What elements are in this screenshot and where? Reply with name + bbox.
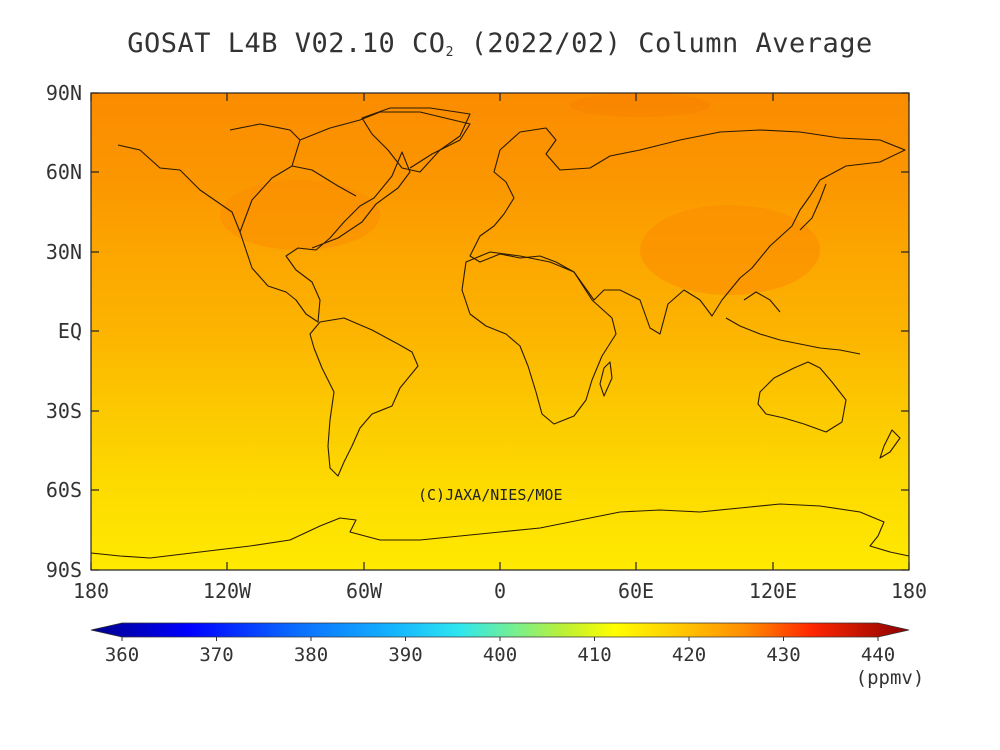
colorbar-label-410: 410	[577, 644, 611, 666]
title-subscript: 2	[445, 45, 454, 60]
longitude-axis	[90, 93, 910, 570]
coastline-madagascar	[599, 361, 613, 397]
lat-tick-90n: 90N	[46, 81, 82, 105]
chart-title: GOSAT L4B V02.10 CO2 (2022/02) Column Av…	[127, 28, 873, 60]
lon-tick-0: 0	[494, 579, 506, 603]
credit-text: (C)JAXA/NIES/MOE	[418, 486, 563, 504]
high-co2-region-east-asia	[640, 205, 820, 295]
coastline-europe-asia	[469, 127, 906, 335]
high-co2-region-arctic	[570, 93, 710, 117]
coastline-new-zealand	[879, 429, 901, 459]
lon-tick-60w: 60W	[346, 579, 383, 603]
colorbar-label-360: 360	[105, 644, 139, 666]
coastline-antarctica	[90, 503, 910, 559]
coastline-southeast-asia	[725, 291, 861, 355]
lon-tick-120w: 120W	[203, 579, 252, 603]
lon-tick-180e: 180	[891, 579, 927, 603]
lon-tick-180w: 180	[73, 579, 109, 603]
lat-tick-30s: 30S	[46, 399, 82, 423]
lon-tick-120e: 120E	[749, 579, 797, 603]
coastline-australia	[757, 361, 847, 433]
coastline-greenland	[361, 107, 471, 173]
lat-tick-60n: 60N	[46, 160, 82, 184]
colorbar-label-390: 390	[388, 644, 422, 666]
colorbar-label-370: 370	[199, 644, 233, 666]
lat-tick-60s: 60S	[46, 478, 82, 502]
colorbar	[90, 622, 910, 638]
coastline-africa	[461, 251, 617, 425]
colorbar-label-400: 400	[483, 644, 517, 666]
colorbar-label-420: 420	[672, 644, 706, 666]
coastline-south-america	[309, 317, 419, 477]
colorbar-label-440: 440	[861, 644, 895, 666]
high-co2-region-north-america	[220, 180, 380, 250]
coastline-north-america	[117, 111, 471, 323]
lat-tick-30n: 30N	[46, 240, 82, 264]
lon-tick-60e: 60E	[618, 579, 654, 603]
latitude-axis	[91, 92, 909, 571]
coastline-japan	[799, 183, 827, 231]
coastlines	[90, 107, 910, 559]
colorbar-unit: (ppmv)	[856, 667, 925, 689]
lat-tick-90s: 90S	[46, 558, 82, 582]
colorbar-label-430: 430	[766, 644, 800, 666]
colorbar-ticks	[121, 637, 879, 641]
colorbar-label-380: 380	[294, 644, 328, 666]
lat-tick-eq: EQ	[58, 319, 82, 343]
